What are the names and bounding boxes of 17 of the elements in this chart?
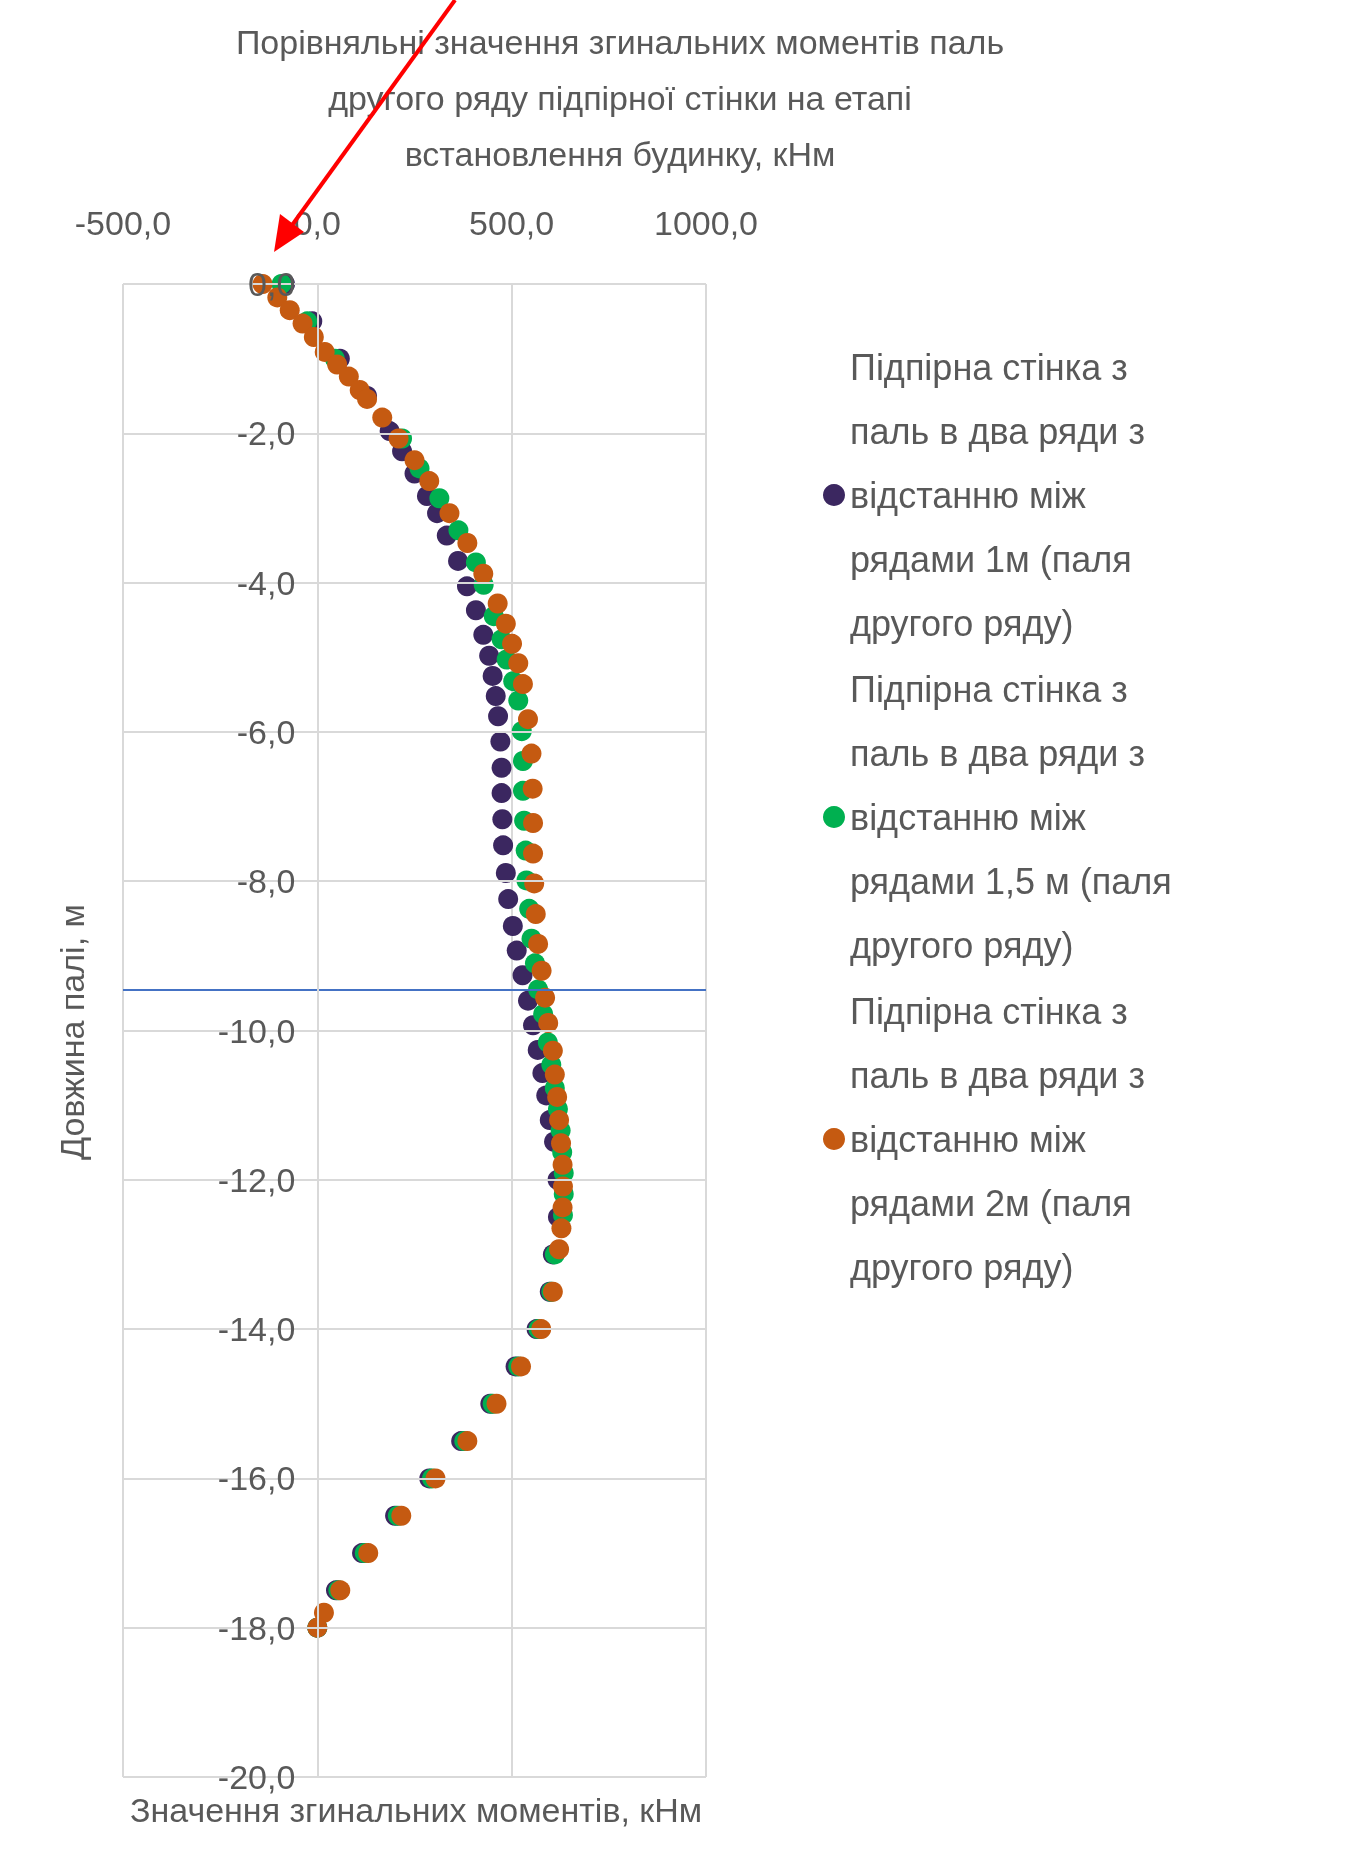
y-tick-label: -10,0 [217, 1011, 296, 1050]
y-axis-title: Довжина палі, м [53, 904, 91, 1160]
y-tick-label: -12,0 [217, 1160, 296, 1199]
x-tick-label: 1000,0 [654, 204, 758, 242]
x-tick-label: -500,0 [74, 204, 172, 242]
y-tick-label: -16,0 [217, 1459, 296, 1498]
y-tick-label: -2,0 [236, 414, 296, 453]
y-tick-label: -4,0 [236, 563, 296, 602]
y-tick-label: -6,0 [236, 712, 296, 751]
legend-label: Підпірна стінка з паль в два ряди з відстанню між рядами 1м (паля другого ряду) [850, 346, 1145, 644]
legend-label: Підпірна стінка з паль в два ряди з відстанню між рядами 1,5 м (паля другого ряду) [850, 668, 1172, 966]
y-tick-label: -8,0 [236, 862, 296, 901]
y-tick-label: -20,0 [217, 1758, 296, 1796]
y-tick-label: -14,0 [217, 1310, 296, 1349]
x-tick-label: 500,0 [469, 204, 555, 242]
legend-label: Підпірна стінка з паль в два ряди з відстанню між рядами 2м (паля другого ряду) [850, 990, 1145, 1288]
y-tick-label: -18,0 [217, 1608, 296, 1647]
